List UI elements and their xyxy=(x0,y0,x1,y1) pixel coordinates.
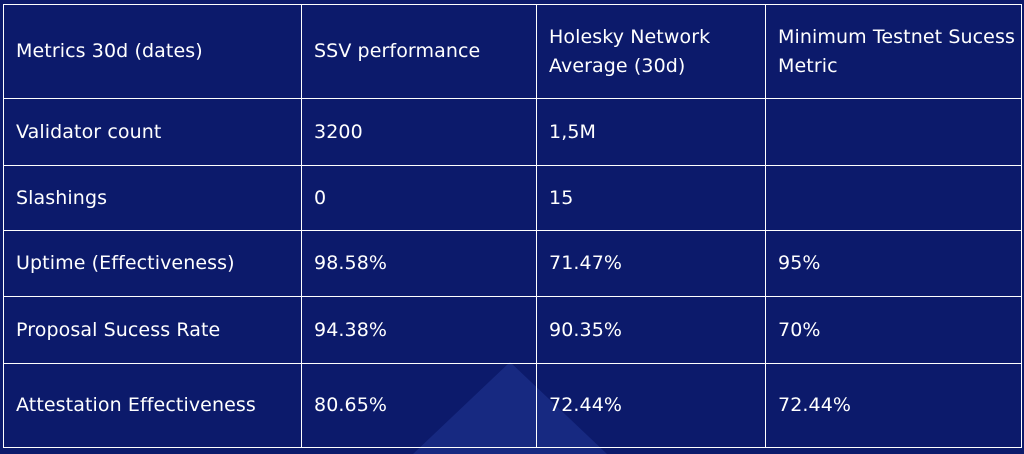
table-cell: Validator count xyxy=(3,98,302,166)
header-ssv-performance: SSV performance xyxy=(301,4,537,99)
table-cell xyxy=(765,165,1022,231)
table-cell: 95% xyxy=(765,230,1022,297)
table-cell: 15 xyxy=(536,165,766,231)
table-row: Uptime (Effectiveness) 98.58% 71.47% 95% xyxy=(3,230,1022,297)
table-cell: 98.58% xyxy=(301,230,537,297)
table-row: Attestation Effectiveness 80.65% 72.44% … xyxy=(3,363,1022,448)
table-row: Validator count 3200 1,5M xyxy=(3,98,1022,166)
table-cell: 71.47% xyxy=(536,230,766,297)
header-holesky-average: Holesky Network Average (30d) xyxy=(536,4,766,99)
table-cell: 80.65% xyxy=(301,363,537,448)
table-cell: 70% xyxy=(765,296,1022,364)
table-row: Proposal Sucess Rate 94.38% 90.35% 70% xyxy=(3,296,1022,364)
table-cell: 72.44% xyxy=(765,363,1022,448)
table-cell: 72.44% xyxy=(536,363,766,448)
table-row: Slashings 0 15 xyxy=(3,165,1022,231)
table-cell: 94.38% xyxy=(301,296,537,364)
table-cell: 0 xyxy=(301,165,537,231)
table-cell: Proposal Sucess Rate xyxy=(3,296,302,364)
table-cell: 3200 xyxy=(301,98,537,166)
header-minimum-metric: Minimum Testnet Sucess Metric xyxy=(765,4,1022,99)
table-cell: Attestation Effectiveness xyxy=(3,363,302,448)
header-metrics: Metrics 30d (dates) xyxy=(3,4,302,99)
table-cell: Slashings xyxy=(3,165,302,231)
table-cell: 1,5M xyxy=(536,98,766,166)
table-cell xyxy=(765,98,1022,166)
metrics-table: Metrics 30d (dates) SSV performance Hole… xyxy=(3,4,1022,448)
table-cell: 90.35% xyxy=(536,296,766,364)
table-cell: Uptime (Effectiveness) xyxy=(3,230,302,297)
table-header-row: Metrics 30d (dates) SSV performance Hole… xyxy=(3,4,1022,99)
